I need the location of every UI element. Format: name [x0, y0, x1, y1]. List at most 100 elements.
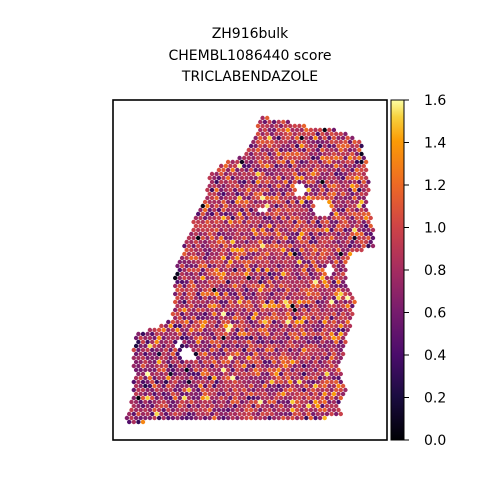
spot: [212, 328, 216, 332]
spot: [237, 316, 241, 320]
spot: [316, 396, 320, 400]
spot: [336, 304, 340, 308]
spot: [237, 276, 241, 280]
spot: [288, 228, 292, 232]
spot: [221, 352, 225, 356]
spot: [244, 344, 248, 348]
spot: [306, 132, 310, 136]
spot: [240, 272, 244, 276]
spot: [323, 360, 327, 364]
spot: [346, 216, 350, 220]
spot: [191, 228, 195, 232]
spot: [279, 396, 283, 400]
spot: [293, 348, 297, 352]
spot: [231, 368, 235, 372]
spot: [235, 264, 239, 268]
spot: [224, 396, 228, 400]
spot: [256, 156, 260, 160]
spot: [132, 380, 136, 384]
spot: [320, 252, 324, 256]
spot: [362, 196, 366, 200]
spot: [332, 152, 336, 156]
spot: [182, 332, 186, 336]
spot: [350, 232, 354, 236]
spot: [309, 248, 313, 252]
spot: [237, 244, 241, 248]
spot: [203, 408, 207, 412]
spot: [325, 260, 329, 264]
spot: [348, 324, 352, 328]
spot: [247, 172, 251, 176]
spot: [237, 172, 241, 176]
spot: [277, 176, 281, 180]
spot: [265, 284, 269, 288]
spot: [134, 344, 138, 348]
spot: [240, 256, 244, 260]
spot: [325, 132, 329, 136]
spot: [311, 364, 315, 368]
spot: [254, 376, 258, 380]
spot: [336, 376, 340, 380]
spot: [320, 364, 324, 368]
spot: [189, 312, 193, 316]
spot: [164, 396, 168, 400]
spot: [325, 324, 329, 328]
spot: [214, 300, 218, 304]
spot: [263, 136, 267, 140]
spot: [242, 180, 246, 184]
spot: [208, 400, 212, 404]
spot: [323, 368, 327, 372]
spot: [175, 280, 179, 284]
spot: [281, 320, 285, 324]
spot: [251, 356, 255, 360]
spot: [309, 176, 313, 180]
spot: [263, 264, 267, 268]
spot: [352, 164, 356, 168]
spot: [290, 312, 294, 316]
spot: [290, 360, 294, 364]
spot: [217, 256, 221, 260]
spot: [265, 156, 269, 160]
spot: [304, 192, 308, 196]
spot: [286, 320, 290, 324]
spot: [237, 412, 241, 416]
spot: [316, 148, 320, 152]
spot: [226, 376, 230, 380]
spot: [327, 160, 331, 164]
spot: [228, 404, 232, 408]
spot: [244, 152, 248, 156]
colorbar-tick-label: 0.4: [424, 348, 446, 364]
spot: [212, 408, 216, 412]
spot: [256, 292, 260, 296]
spot: [265, 244, 269, 248]
spot: [233, 316, 237, 320]
spot: [212, 344, 216, 348]
spot: [286, 136, 290, 140]
spot: [274, 308, 278, 312]
spot: [288, 348, 292, 352]
spot: [249, 192, 253, 196]
spot: [155, 340, 159, 344]
spot: [139, 344, 143, 348]
spot: [221, 256, 225, 260]
spot: [316, 172, 320, 176]
spot: [267, 336, 271, 340]
spot: [267, 320, 271, 324]
spot: [129, 416, 133, 420]
spot: [306, 180, 310, 184]
spot: [244, 392, 248, 396]
spot: [295, 360, 299, 364]
spot: [249, 368, 253, 372]
spot: [265, 372, 269, 376]
spot: [224, 252, 228, 256]
spot: [334, 132, 338, 136]
spot: [242, 276, 246, 280]
spot: [295, 384, 299, 388]
spot: [316, 260, 320, 264]
spot: [168, 412, 172, 416]
spot: [196, 252, 200, 256]
spot: [256, 188, 260, 192]
spot: [185, 264, 189, 268]
spot: [233, 348, 237, 352]
spot: [306, 260, 310, 264]
